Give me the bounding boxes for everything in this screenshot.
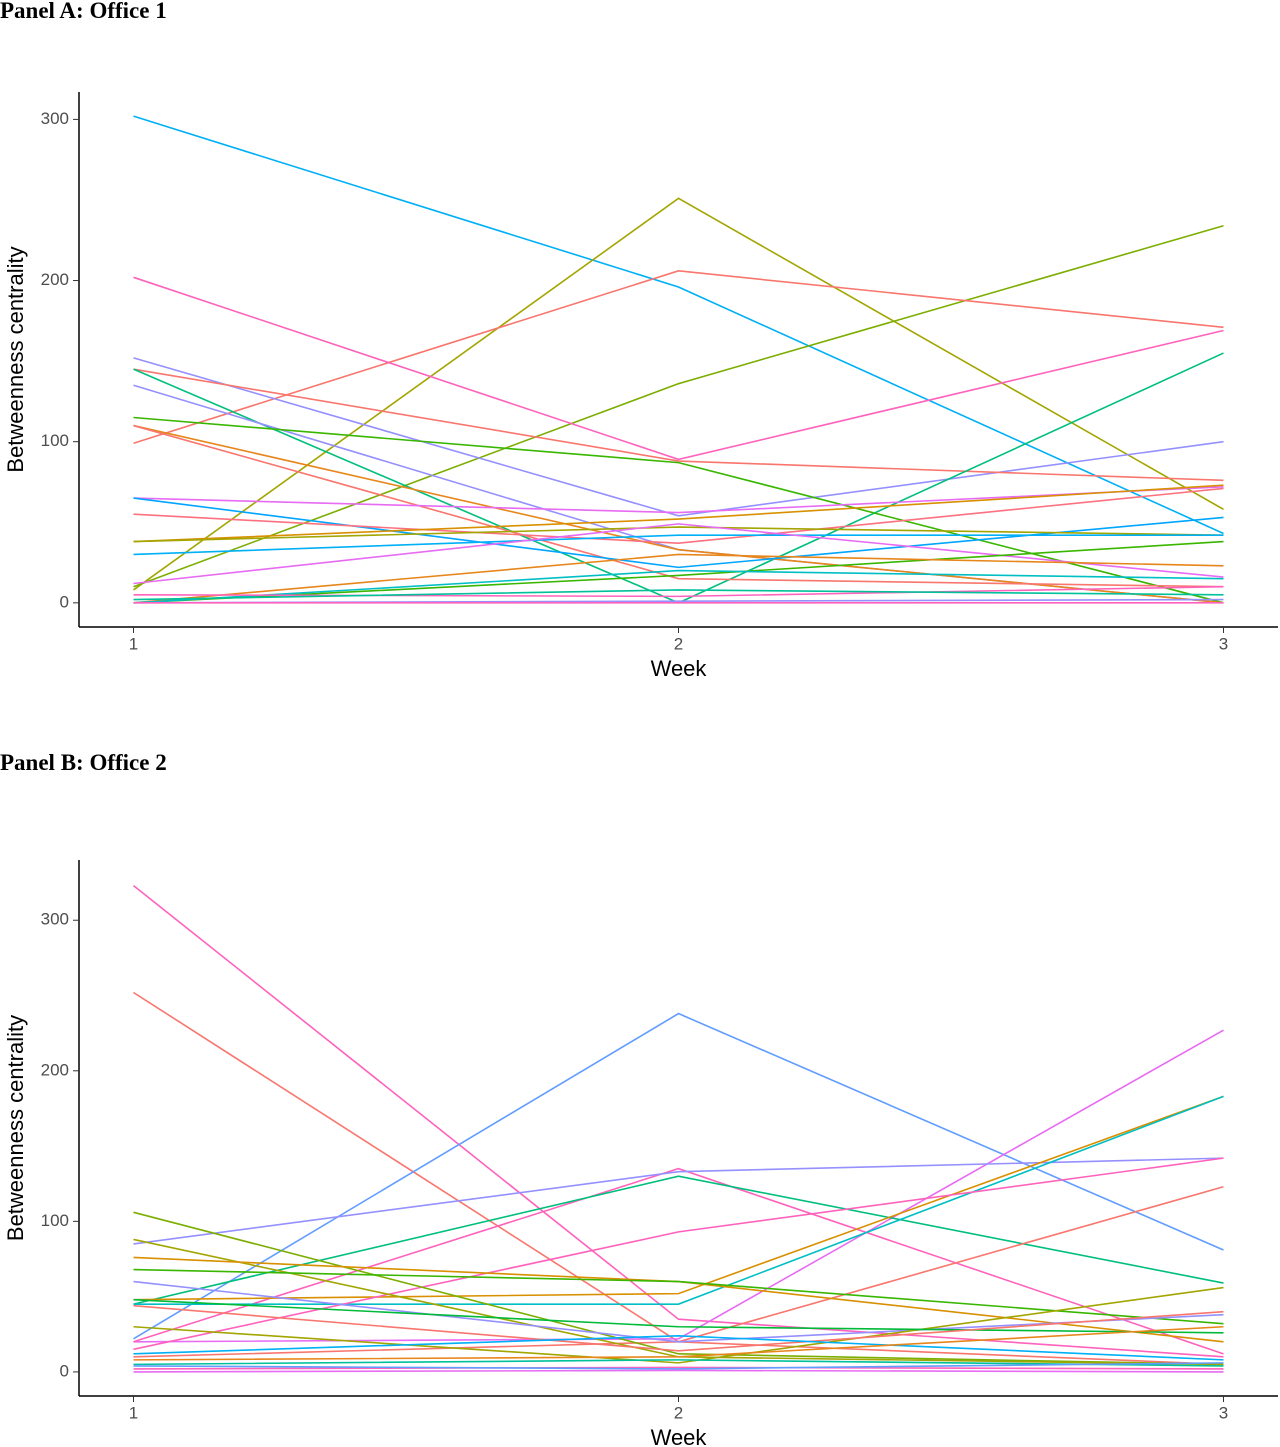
x-tick-label: 3 (1219, 1403, 1228, 1422)
series-line (133, 270, 1224, 445)
y-tick-label: 0 (60, 592, 69, 611)
x-tick-label: 2 (674, 1403, 683, 1422)
y-tick-label: 200 (41, 270, 69, 289)
series-line (133, 569, 1224, 604)
series-line (133, 486, 1224, 514)
series-line (133, 1369, 1224, 1373)
series-line (133, 416, 1224, 604)
y-tick-label: 100 (41, 1211, 69, 1230)
series-line (133, 1334, 1224, 1361)
series-line (133, 1268, 1224, 1325)
series-line (133, 487, 1224, 545)
series-line (133, 1325, 1224, 1361)
series-line (133, 1157, 1224, 1351)
x-tick-label: 1 (129, 1403, 138, 1422)
series-line (133, 115, 1224, 535)
series-line (133, 526, 1224, 543)
series-line (133, 534, 1224, 556)
y-tick-label: 100 (41, 431, 69, 450)
series-line (133, 484, 1224, 543)
y-tick-label: 300 (41, 910, 69, 929)
series-line (133, 1029, 1224, 1343)
y-tick-label: 300 (41, 109, 69, 128)
series-line (133, 368, 1224, 482)
series-line (133, 1175, 1224, 1305)
series-line (133, 1362, 1224, 1370)
x-axis-title: Week (651, 656, 708, 681)
y-axis-title: Betweenness centrality (3, 1015, 28, 1241)
panel-title: Panel B: Office 2 (0, 750, 167, 775)
x-tick-label: 2 (674, 634, 683, 653)
series-line (133, 497, 1224, 569)
series-line (133, 1280, 1224, 1343)
series-line (133, 553, 1224, 604)
panel-title: Panel A: Office 1 (0, 0, 167, 23)
series-line (133, 1304, 1224, 1352)
series-line (133, 585, 1224, 598)
series-line (133, 424, 1224, 604)
series-line (133, 1167, 1224, 1355)
series-line (133, 523, 1224, 585)
series-line (133, 1095, 1224, 1301)
series-line (133, 1012, 1224, 1340)
y-axis-title: Betweenness centrality (3, 246, 28, 472)
series-line (133, 1298, 1224, 1334)
x-axis-title: Week (651, 1425, 708, 1447)
series-line (133, 1157, 1224, 1245)
x-tick-label: 1 (129, 634, 138, 653)
x-tick-label: 3 (1219, 634, 1228, 653)
y-tick-label: 200 (41, 1060, 69, 1079)
series-line (133, 1366, 1224, 1370)
series-line (133, 1095, 1224, 1305)
series-line (133, 1359, 1224, 1367)
series-line (133, 589, 1224, 601)
series-line (133, 1211, 1224, 1366)
series-line (133, 540, 1224, 604)
series-line (133, 424, 1224, 588)
series-line (133, 884, 1224, 1358)
series-line (133, 197, 1224, 591)
series-line (133, 224, 1224, 588)
series-line (133, 357, 1224, 517)
y-tick-label: 0 (60, 1361, 69, 1380)
series-line (133, 276, 1224, 461)
series-line (133, 1286, 1224, 1364)
